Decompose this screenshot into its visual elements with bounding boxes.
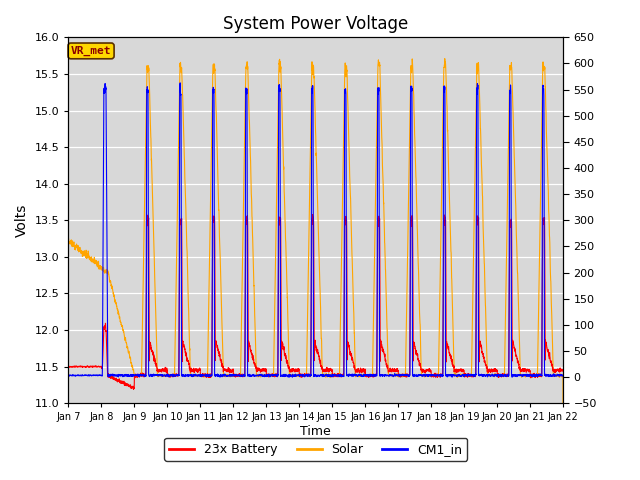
Solar [297,372,305,378]
23x Battery [454,368,462,373]
Legend: 23x Battery, Solar, CM1_in: 23x Battery, Solar, CM1_in [164,438,467,461]
Solar [454,373,462,379]
CM1_in [176,80,184,86]
CM1_in [559,373,567,379]
23x Battery [297,372,305,378]
Solar [154,368,161,374]
Solar [441,56,449,61]
CM1_in [154,372,161,378]
Line: Solar: Solar [68,59,563,480]
Text: VR_met: VR_met [71,46,111,56]
Line: CM1_in: CM1_in [68,83,563,480]
CM1_in [559,372,566,378]
Solar [559,372,566,378]
CM1_in [454,373,462,379]
23x Battery [559,367,566,372]
23x Battery [426,369,434,375]
Title: System Power Voltage: System Power Voltage [223,15,408,33]
CM1_in [426,372,434,378]
23x Battery [399,371,406,377]
CM1_in [399,372,406,378]
Solar [426,372,434,378]
23x Battery [559,368,567,374]
23x Battery [154,368,161,373]
Line: 23x Battery: 23x Battery [68,215,563,480]
23x Battery [309,212,317,217]
X-axis label: Time: Time [300,425,331,438]
CM1_in [297,372,305,378]
Y-axis label: Volts: Volts [15,204,29,237]
Solar [399,372,406,378]
